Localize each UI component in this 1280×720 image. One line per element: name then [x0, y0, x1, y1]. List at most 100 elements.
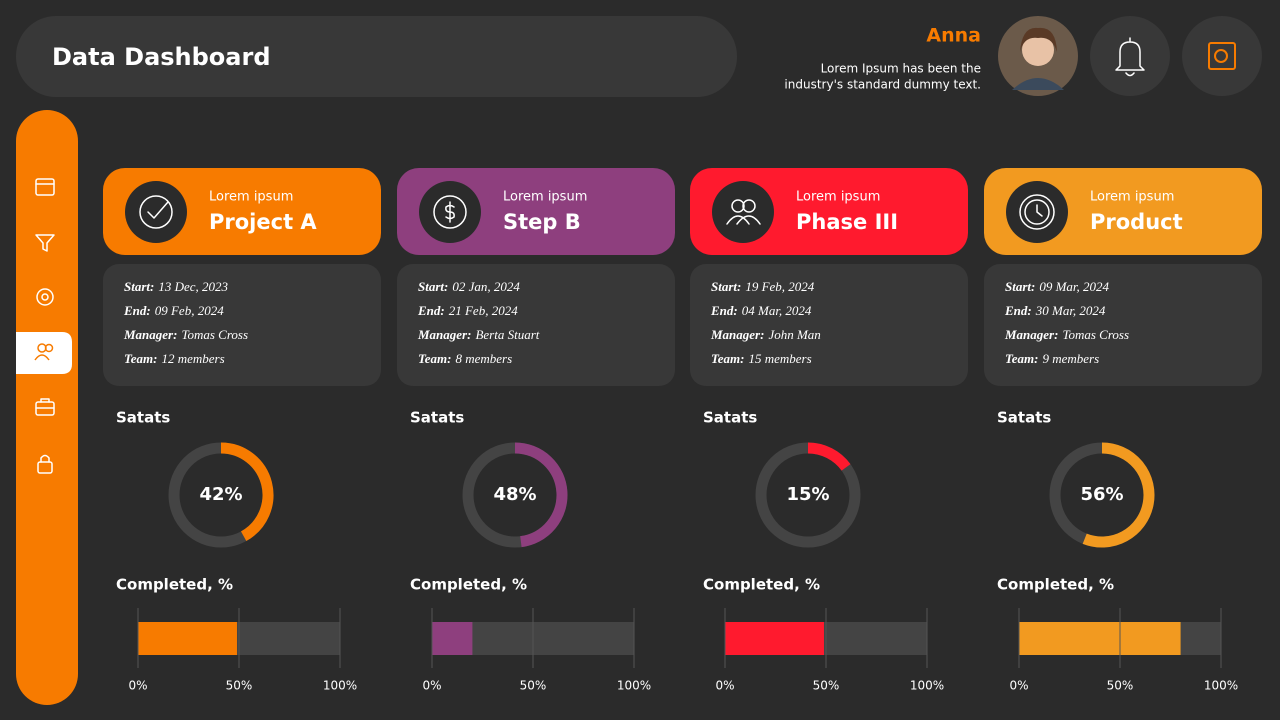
- detail-value: 13 Dec, 2023: [158, 279, 228, 294]
- detail-value: 09 Mar, 2024: [1039, 279, 1109, 294]
- card-eyebrow: Lorem ipsum: [1090, 190, 1174, 205]
- detail-label: End:: [710, 303, 738, 318]
- donut-arc: [514, 442, 568, 548]
- card-eyebrow: Lorem ipsum: [796, 190, 880, 205]
- detail-line: Team: 12 members: [124, 351, 225, 366]
- detail-label: Team:: [711, 351, 744, 366]
- detail-line: Start: 13 Dec, 2023: [124, 279, 229, 294]
- detail-value: 19 Feb, 2024: [745, 279, 814, 294]
- card-icon: [726, 199, 761, 225]
- card-icon-bg: [125, 181, 187, 243]
- detail-label: Manager:: [123, 327, 177, 342]
- card-details: [103, 264, 381, 386]
- x-tick-label: 100%: [617, 679, 651, 693]
- detail-label: Team:: [1005, 351, 1038, 366]
- detail-value: 15 members: [748, 351, 811, 366]
- detail-label: Team:: [418, 351, 451, 366]
- chart-title: Completed, %: [703, 576, 820, 594]
- donut-arc: [220, 442, 274, 542]
- detail-line: Start: 19 Feb, 2024: [711, 279, 815, 294]
- detail-label: End:: [123, 303, 151, 318]
- donut-label: 15%: [786, 484, 829, 505]
- x-tick-label: 0%: [128, 679, 147, 693]
- x-tick-label: 0%: [422, 679, 441, 693]
- card-icon-bg: [712, 181, 774, 243]
- chart-title: Satats: [116, 409, 170, 427]
- detail-value: Tomas Cross: [1062, 327, 1129, 342]
- chart-title: Satats: [703, 409, 757, 427]
- detail-line: Start: 02 Jan, 2024: [418, 279, 520, 294]
- detail-value: 04 Mar, 2024: [742, 303, 812, 318]
- page-title: Data Dashboard: [52, 43, 271, 71]
- detail-value: 21 Feb, 2024: [449, 303, 518, 318]
- donut-label: 42%: [199, 484, 242, 505]
- detail-line: End: 21 Feb, 2024: [417, 303, 518, 318]
- chart-title: Satats: [997, 409, 1051, 427]
- detail-value: 9 members: [1042, 351, 1099, 366]
- donut-label: 56%: [1080, 484, 1123, 505]
- detail-value: 8 members: [455, 351, 512, 366]
- detail-value: 02 Jan, 2024: [452, 279, 520, 294]
- detail-value: Berta Stuart: [475, 327, 539, 342]
- x-tick-label: 50%: [1107, 679, 1134, 693]
- detail-value: 30 Mar, 2024: [1035, 303, 1106, 318]
- safe-button[interactable]: [1182, 16, 1262, 96]
- chart-title: Completed, %: [997, 576, 1114, 594]
- avatar: [998, 16, 1078, 96]
- x-tick-label: 50%: [520, 679, 547, 693]
- chart-title: Satats: [410, 409, 464, 427]
- chart-title: Completed, %: [410, 576, 527, 594]
- bar: [138, 622, 237, 655]
- x-tick-label: 100%: [910, 679, 944, 693]
- detail-line: Team: 9 members: [1005, 351, 1099, 366]
- detail-label: Manager:: [710, 327, 764, 342]
- x-tick-label: 50%: [813, 679, 840, 693]
- detail-label: Manager:: [417, 327, 471, 342]
- detail-value: 12 members: [161, 351, 224, 366]
- detail-label: Start:: [124, 279, 154, 294]
- detail-line: Team: 15 members: [711, 351, 812, 366]
- detail-label: Team:: [124, 351, 157, 366]
- detail-label: Manager:: [1004, 327, 1058, 342]
- bar: [1019, 622, 1181, 655]
- detail-label: Start:: [418, 279, 448, 294]
- card-details: [690, 264, 968, 386]
- card-icon: [139, 195, 173, 229]
- x-tick-label: 0%: [715, 679, 734, 693]
- card-title: Phase III: [796, 210, 898, 234]
- detail-label: End:: [1004, 303, 1032, 318]
- card-details: [984, 264, 1262, 386]
- notification-button[interactable]: [1090, 16, 1170, 96]
- detail-label: Start:: [1005, 279, 1035, 294]
- detail-value: 09 Feb, 2024: [155, 303, 224, 318]
- card-title: Project A: [209, 210, 317, 234]
- detail-line: End: 04 Mar, 2024: [710, 303, 812, 318]
- x-tick-label: 100%: [1204, 679, 1238, 693]
- sidebar-icons[interactable]: [34, 178, 55, 474]
- bar: [432, 622, 473, 655]
- card-title: Product: [1090, 210, 1183, 234]
- detail-line: Manager: Berta Stuart: [417, 327, 540, 342]
- donut-arc: [1082, 442, 1155, 548]
- detail-line: Manager: Tomas Cross: [1004, 327, 1129, 342]
- x-tick-label: 100%: [323, 679, 357, 693]
- detail-label: End:: [417, 303, 445, 318]
- card-icon: [433, 195, 467, 229]
- donut-arc: [807, 442, 851, 471]
- detail-line: Team: 8 members: [418, 351, 512, 366]
- card-eyebrow: Lorem ipsum: [503, 190, 587, 205]
- chart-title: Completed, %: [116, 576, 233, 594]
- sidebar-active-tab: [16, 332, 72, 374]
- detail-line: Manager: Tomas Cross: [123, 327, 248, 342]
- detail-line: End: 09 Feb, 2024: [123, 303, 224, 318]
- card-icon: [1019, 194, 1055, 230]
- header-bar: [16, 16, 737, 97]
- detail-label: Start:: [711, 279, 741, 294]
- user-text: Lorem Ipsum has been the: [821, 62, 981, 76]
- card-title: Step B: [503, 210, 581, 234]
- card-eyebrow: Lorem ipsum: [209, 190, 293, 205]
- detail-line: End: 30 Mar, 2024: [1004, 303, 1106, 318]
